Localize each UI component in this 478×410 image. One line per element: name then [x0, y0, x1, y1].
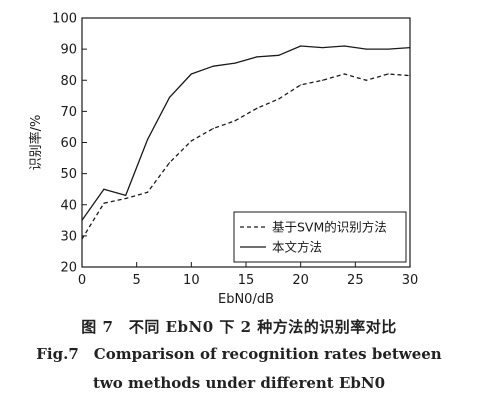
x-tick-label: 10 — [183, 273, 200, 288]
figure-caption-english-line2: two methods under different EbN0 — [92, 374, 386, 392]
legend-label-2: 本文方法 — [272, 240, 322, 255]
y-tick-label: 50 — [60, 167, 77, 182]
data-point-series-1 — [409, 74, 411, 77]
data-point-series-2 — [190, 73, 192, 75]
figure-caption-english-line1: Fig.7 Comparison of recognition rates be… — [36, 345, 442, 363]
figure-caption-chinese: 图 7 不同 EbN0 下 2 种方法的识别率对比 — [81, 318, 397, 336]
x-tick-label: 25 — [347, 273, 364, 288]
data-point-series-1 — [190, 140, 192, 142]
data-point-series-2 — [103, 188, 105, 190]
data-point-series-2 — [278, 54, 280, 56]
x-tick-label: 20 — [292, 273, 309, 288]
x-tick-label: 15 — [238, 273, 255, 288]
y-axis-label: 识别率/% — [28, 115, 44, 171]
data-point-series-2 — [256, 56, 258, 58]
y-tick-label: 100 — [52, 12, 77, 27]
data-point-series-1 — [365, 79, 367, 81]
data-point-series-1 — [168, 162, 171, 164]
y-tick-label: 60 — [60, 136, 77, 151]
line-chart: 0 5 10 15 20 25 30 20 30 40 50 60 70 80 90 100 基于SVM的识别… — [28, 12, 418, 308]
data-point-series-2 — [168, 96, 171, 98]
chart-series — [81, 45, 411, 240]
data-point-series-2 — [147, 138, 149, 140]
y-tick-label: 80 — [60, 74, 77, 89]
data-point-series-2 — [365, 48, 367, 50]
y-tick-label: 20 — [60, 261, 77, 276]
data-point-series-1 — [147, 191, 149, 193]
data-point-series-2 — [343, 45, 345, 47]
data-point-series-1 — [234, 120, 236, 122]
data-point-series-2 — [81, 219, 83, 221]
data-point-series-2 — [409, 46, 411, 49]
data-point-series-1 — [212, 127, 214, 130]
data-point-series-1 — [343, 73, 345, 75]
data-point-series-2 — [321, 46, 324, 49]
legend-box — [233, 211, 407, 263]
y-tick-label: 40 — [60, 198, 77, 213]
x-tick-label: 0 — [78, 273, 86, 288]
x-tick-label: 30 — [402, 273, 419, 288]
data-point-series-1 — [81, 238, 83, 240]
data-point-series-1 — [321, 79, 324, 81]
x-tick-label: 5 — [133, 273, 141, 288]
chart-ticks: 0 5 10 15 20 25 30 20 30 40 50 60 70 80 90 100 — [52, 12, 418, 289]
legend-label-1: 基于SVM的识别方法 — [272, 220, 387, 235]
data-point-series-1 — [103, 202, 105, 204]
data-point-series-2 — [300, 45, 302, 47]
data-point-series-2 — [125, 194, 127, 197]
series-line-2 — [81, 45, 411, 221]
data-point-series-2 — [234, 62, 236, 64]
x-axis-label: EbN0/dB — [218, 292, 274, 307]
data-point-series-2 — [212, 65, 214, 67]
data-point-series-1 — [125, 197, 127, 200]
data-point-series-1 — [278, 98, 280, 100]
data-point-series-1 — [300, 84, 302, 86]
y-tick-label: 70 — [60, 105, 77, 120]
data-point-series-1 — [256, 107, 258, 109]
y-tick-label: 90 — [60, 43, 77, 58]
y-tick-label: 30 — [60, 229, 77, 244]
data-point-series-2 — [387, 48, 389, 50]
data-point-series-1 — [387, 73, 389, 75]
